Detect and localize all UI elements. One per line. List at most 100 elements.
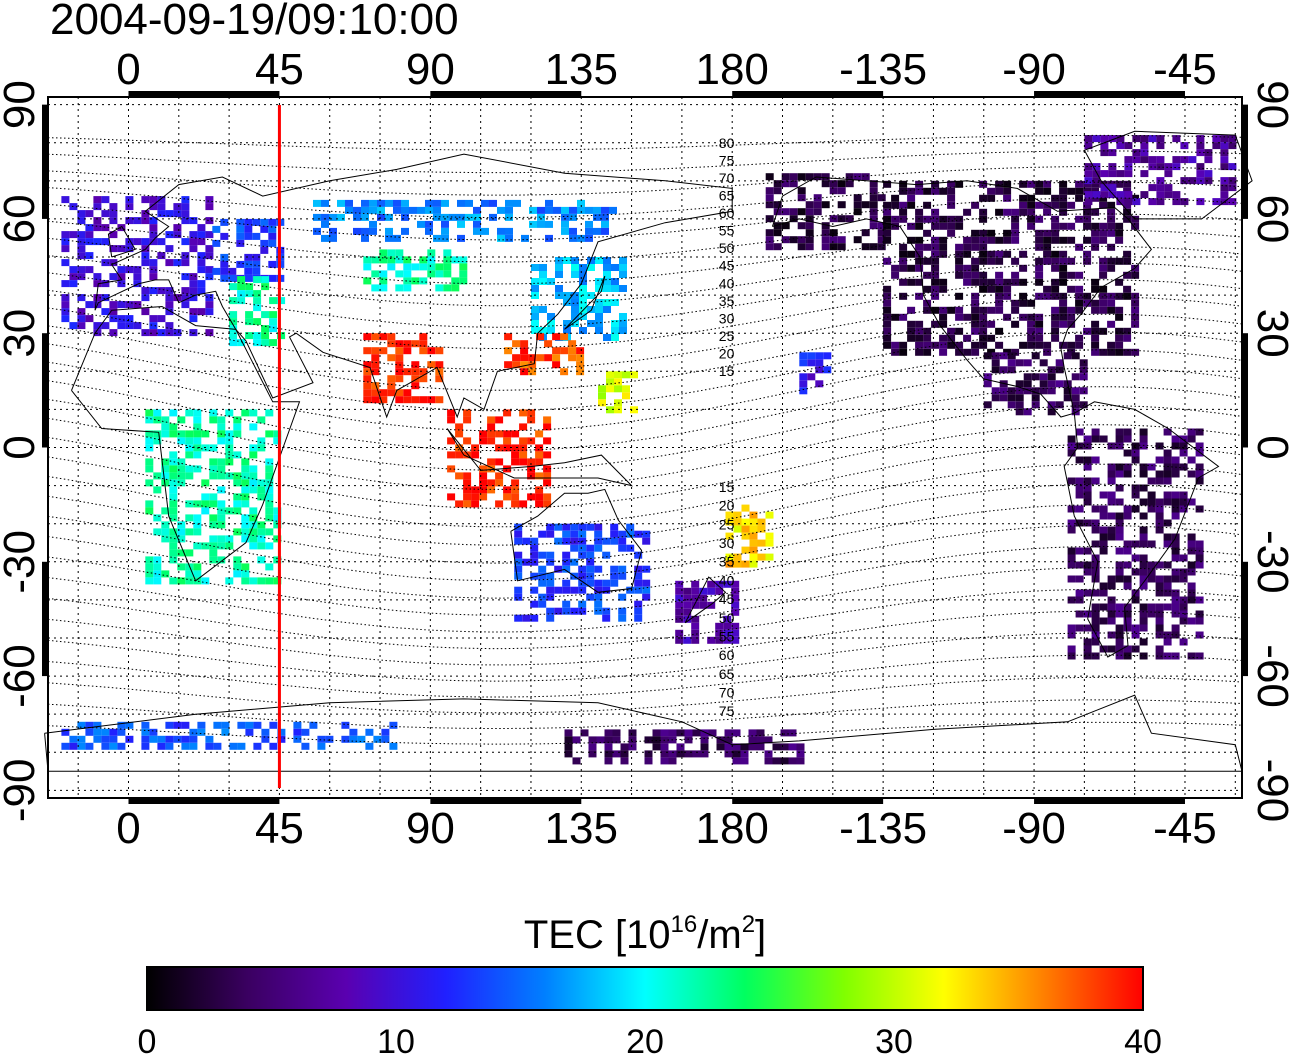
tec-cell bbox=[241, 514, 250, 522]
tec-cell bbox=[1075, 519, 1084, 527]
tec-cell bbox=[538, 565, 547, 573]
tec-cell bbox=[1155, 631, 1164, 639]
tec-cell bbox=[1156, 177, 1165, 185]
tec-cell bbox=[1195, 554, 1204, 562]
tec-cell bbox=[899, 264, 908, 272]
tec-cell bbox=[530, 572, 539, 580]
tec-cell bbox=[241, 493, 250, 501]
tec-cell bbox=[1147, 491, 1156, 499]
tec-cell bbox=[699, 587, 708, 595]
tec-cell bbox=[443, 256, 452, 264]
tec-cell bbox=[1084, 142, 1093, 150]
tec-cell bbox=[1035, 334, 1044, 342]
tec-cell bbox=[153, 563, 162, 571]
tec-cell bbox=[595, 285, 603, 292]
tec-cell bbox=[1155, 589, 1164, 597]
tec-cell bbox=[233, 423, 242, 431]
colorbar-label: TEC [1016/m2] bbox=[524, 911, 766, 957]
tec-cell bbox=[748, 743, 757, 751]
tec-cell bbox=[117, 280, 126, 288]
tec-cell bbox=[1035, 201, 1044, 209]
tec-cell bbox=[805, 236, 814, 244]
tec-cell bbox=[781, 173, 790, 181]
tec-cell bbox=[577, 199, 585, 207]
tec-cell bbox=[1139, 652, 1148, 660]
tec-cell bbox=[765, 553, 774, 561]
tec-cell bbox=[1124, 163, 1133, 171]
tec-cell bbox=[371, 368, 380, 376]
tec-cell bbox=[1139, 484, 1148, 492]
tec-cell bbox=[419, 347, 428, 355]
tec-cell bbox=[141, 308, 150, 316]
tec-cell bbox=[1179, 449, 1188, 457]
tec-cell bbox=[213, 742, 222, 750]
tec-cell bbox=[829, 187, 838, 195]
tec-cell bbox=[614, 385, 622, 393]
tec-cell bbox=[907, 187, 916, 195]
tec-cell bbox=[1035, 243, 1044, 251]
tec-cell bbox=[244, 232, 253, 240]
tec-cell bbox=[265, 542, 274, 550]
tec-cell bbox=[708, 729, 717, 737]
tec-cell bbox=[273, 430, 282, 438]
tec-cell bbox=[564, 743, 573, 751]
tec-cell bbox=[1091, 334, 1100, 342]
tec-cell bbox=[821, 229, 830, 237]
magnetic-contour bbox=[47, 229, 1243, 285]
tec-cell bbox=[1163, 470, 1172, 478]
tec-cell bbox=[1155, 575, 1164, 583]
tec-cell bbox=[395, 249, 404, 257]
tec-cell bbox=[69, 273, 78, 281]
tec-cell bbox=[109, 728, 118, 736]
contour-label: 20 bbox=[719, 498, 735, 514]
tec-cell bbox=[907, 194, 916, 202]
tec-cell bbox=[1099, 292, 1108, 300]
tec-cell bbox=[609, 206, 617, 214]
tec-cell bbox=[923, 285, 932, 293]
tec-cell bbox=[585, 220, 593, 228]
tec-cell bbox=[601, 220, 609, 228]
tec-cell bbox=[837, 236, 846, 244]
tec-cell bbox=[387, 340, 396, 348]
tec-cell bbox=[907, 201, 916, 209]
tec-cell bbox=[1091, 477, 1100, 485]
magnetic-contour bbox=[47, 676, 1243, 714]
tec-cell bbox=[447, 451, 456, 459]
tec-cell bbox=[212, 225, 221, 233]
tec-cell bbox=[604, 729, 613, 737]
tec-cell bbox=[1172, 135, 1181, 143]
tec-cell bbox=[1131, 222, 1140, 230]
tec-cell bbox=[544, 354, 553, 362]
tec-cell bbox=[193, 437, 202, 445]
tec-cell bbox=[425, 227, 433, 235]
tec-cell bbox=[1075, 624, 1084, 632]
tec-cell bbox=[536, 333, 545, 341]
tec-cell bbox=[217, 556, 226, 564]
tec-cell bbox=[527, 458, 536, 466]
tec-cell bbox=[149, 273, 158, 281]
tec-cell bbox=[1083, 236, 1092, 244]
tec-cell bbox=[257, 479, 266, 487]
tec-cell bbox=[1091, 285, 1100, 293]
tec-cell bbox=[237, 721, 246, 729]
tec-cell bbox=[277, 728, 286, 736]
tec-cell bbox=[169, 500, 178, 508]
tec-cell bbox=[939, 285, 948, 293]
tec-cell bbox=[947, 215, 956, 223]
tec-cell bbox=[1228, 184, 1237, 192]
tec-cell bbox=[125, 735, 134, 743]
tec-cell bbox=[177, 479, 186, 487]
tec-cell bbox=[1204, 156, 1213, 164]
tec-cell bbox=[1115, 442, 1124, 450]
tec-cell bbox=[603, 299, 611, 306]
tec-cell bbox=[1075, 341, 1084, 349]
tec-cell bbox=[514, 537, 523, 545]
tec-cell bbox=[403, 396, 412, 404]
tec-cell bbox=[560, 347, 569, 355]
tec-cell bbox=[562, 607, 571, 615]
tec-cell bbox=[1059, 194, 1068, 202]
frame-bar bbox=[732, 91, 884, 97]
lat-tick-label: -30 bbox=[1248, 530, 1292, 594]
tec-cell bbox=[1115, 341, 1124, 349]
tec-cell bbox=[1139, 428, 1148, 436]
